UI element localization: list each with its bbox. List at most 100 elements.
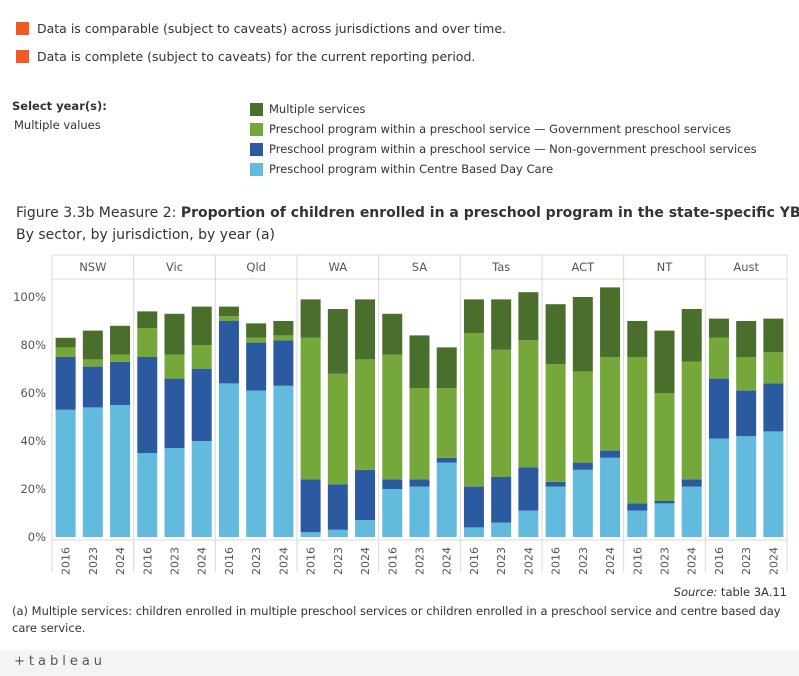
panel-header-label: ACT bbox=[571, 260, 595, 274]
bar-segment bbox=[491, 522, 512, 537]
stacked-bar-chart: NSW Vic Qld WA SA Tas ACT NT Aust 0% 20% 40% 60% 80% 1… bbox=[13, 254, 788, 575]
bar-segment bbox=[600, 457, 621, 537]
bar-segment bbox=[191, 345, 212, 369]
bar-segment bbox=[654, 330, 675, 393]
bar-segment bbox=[246, 342, 267, 391]
flag-complete: Data is complete (subject to caveats) fo… bbox=[16, 49, 475, 64]
bar-segment bbox=[273, 340, 294, 386]
panel-header-box bbox=[214, 254, 298, 280]
bar-segment bbox=[300, 337, 321, 480]
bar-segment bbox=[55, 357, 76, 410]
bar-segment bbox=[436, 462, 457, 537]
bar-segment bbox=[600, 287, 621, 357]
legend-label: Multiple services bbox=[269, 102, 366, 116]
bar-segment bbox=[218, 321, 239, 384]
bar-segment bbox=[218, 316, 239, 321]
bar-segment bbox=[708, 318, 729, 338]
bar-segment bbox=[518, 292, 539, 341]
panel-header-label: Tas bbox=[491, 260, 510, 274]
bar-segment bbox=[327, 529, 348, 537]
bar-segment bbox=[382, 313, 403, 355]
bar-segment bbox=[273, 385, 294, 537]
bar-segment bbox=[137, 357, 158, 453]
orange-square-icon bbox=[16, 22, 29, 35]
x-tick-label: 2023 bbox=[169, 547, 182, 575]
bar-segment bbox=[355, 359, 376, 470]
chart-title-main: Proportion of children enrolled in a pre… bbox=[180, 205, 799, 221]
x-tick-label: 2023 bbox=[740, 547, 753, 575]
year-filter-label: Select year(s): bbox=[12, 99, 107, 113]
bar-segment bbox=[545, 364, 566, 482]
panel-header-label: Vic bbox=[166, 260, 183, 274]
bar-segment bbox=[736, 321, 757, 357]
chart-title-prefix: Figure 3.3b Measure 2: bbox=[16, 205, 181, 221]
y-tick-label: 80% bbox=[20, 338, 46, 352]
x-tick-label: 2024 bbox=[767, 547, 780, 575]
x-tick-label: 2016 bbox=[60, 547, 73, 575]
bar-segment bbox=[246, 337, 267, 343]
bar-segment bbox=[572, 469, 593, 537]
bar-segment bbox=[327, 484, 348, 530]
y-tick-label: 0% bbox=[28, 530, 46, 544]
footnote: (a) Multiple services: children enrolled… bbox=[12, 604, 781, 635]
bar-segment bbox=[627, 510, 648, 537]
bar-segment bbox=[681, 486, 702, 537]
bar-segment bbox=[300, 299, 321, 338]
bar-segment bbox=[164, 448, 185, 537]
bar-segment bbox=[137, 311, 158, 329]
bar-segment bbox=[463, 333, 484, 487]
bar-segment bbox=[327, 309, 348, 374]
bar-segment bbox=[82, 330, 103, 360]
x-tick-label: 2016 bbox=[468, 547, 481, 575]
bar-segment bbox=[82, 407, 103, 537]
panel-header-box bbox=[704, 254, 788, 280]
orange-square-icon bbox=[16, 50, 29, 63]
bar-segment bbox=[491, 477, 512, 523]
legend-swatch bbox=[250, 122, 263, 136]
x-tick-label: 2016 bbox=[631, 547, 644, 575]
flag-comparable-text: Data is comparable (subject to caveats) … bbox=[37, 21, 506, 36]
tableau-logo[interactable]: +tableau bbox=[14, 654, 107, 669]
x-tick-label: 2016 bbox=[141, 547, 154, 575]
bar-segment bbox=[708, 337, 729, 379]
bar-segment bbox=[736, 357, 757, 391]
year-filter-value[interactable]: Multiple values bbox=[14, 118, 101, 132]
bar-segment bbox=[681, 361, 702, 480]
bar-segment bbox=[545, 481, 566, 487]
x-tick-label: 2016 bbox=[713, 547, 726, 575]
x-tick-label: 2024 bbox=[522, 547, 535, 575]
bar-segment bbox=[518, 467, 539, 511]
x-tick-label: 2023 bbox=[495, 547, 508, 575]
source-note: Source: table 3A.11 bbox=[674, 585, 787, 599]
legend-item-government[interactable]: Preschool program within a preschool ser… bbox=[250, 119, 757, 139]
bar-segment bbox=[82, 359, 103, 367]
flag-complete-text: Data is complete (subject to caveats) fo… bbox=[37, 49, 476, 64]
legend-item-cbdc[interactable]: Preschool program within Centre Based Da… bbox=[250, 159, 757, 179]
bar-segment bbox=[518, 340, 539, 468]
legend-item-multiple[interactable]: Multiple services bbox=[250, 99, 757, 119]
x-tick-label: 2024 bbox=[686, 547, 699, 575]
bar-segment bbox=[654, 501, 675, 504]
bar-segment bbox=[409, 335, 430, 389]
bar-segment bbox=[436, 347, 457, 389]
y-tick-label: 60% bbox=[20, 386, 46, 400]
legend-swatch bbox=[250, 102, 263, 116]
bar-segment bbox=[382, 479, 403, 489]
bar-segment bbox=[382, 354, 403, 480]
bar-segment bbox=[463, 486, 484, 528]
bar-segment bbox=[273, 335, 294, 341]
legend-item-non-government[interactable]: Preschool program within a preschool ser… bbox=[250, 139, 757, 159]
bar-segment bbox=[681, 309, 702, 362]
bar-segment bbox=[246, 323, 267, 338]
bar-segment bbox=[545, 486, 566, 537]
bar-segment bbox=[600, 450, 621, 458]
bar-segment bbox=[572, 371, 593, 463]
bar-segment bbox=[463, 299, 484, 333]
x-tick-label: 2023 bbox=[659, 547, 672, 575]
bar-segment bbox=[355, 299, 376, 360]
chart-title: Figure 3.3b Measure 2: Proportion of chi… bbox=[16, 205, 799, 221]
chart-subtitle: By sector, by jurisdiction, by year (a) bbox=[16, 227, 275, 243]
bar-segment bbox=[246, 390, 267, 537]
flag-comparable: Data is comparable (subject to caveats) … bbox=[16, 21, 506, 36]
bar-segment bbox=[491, 299, 512, 350]
